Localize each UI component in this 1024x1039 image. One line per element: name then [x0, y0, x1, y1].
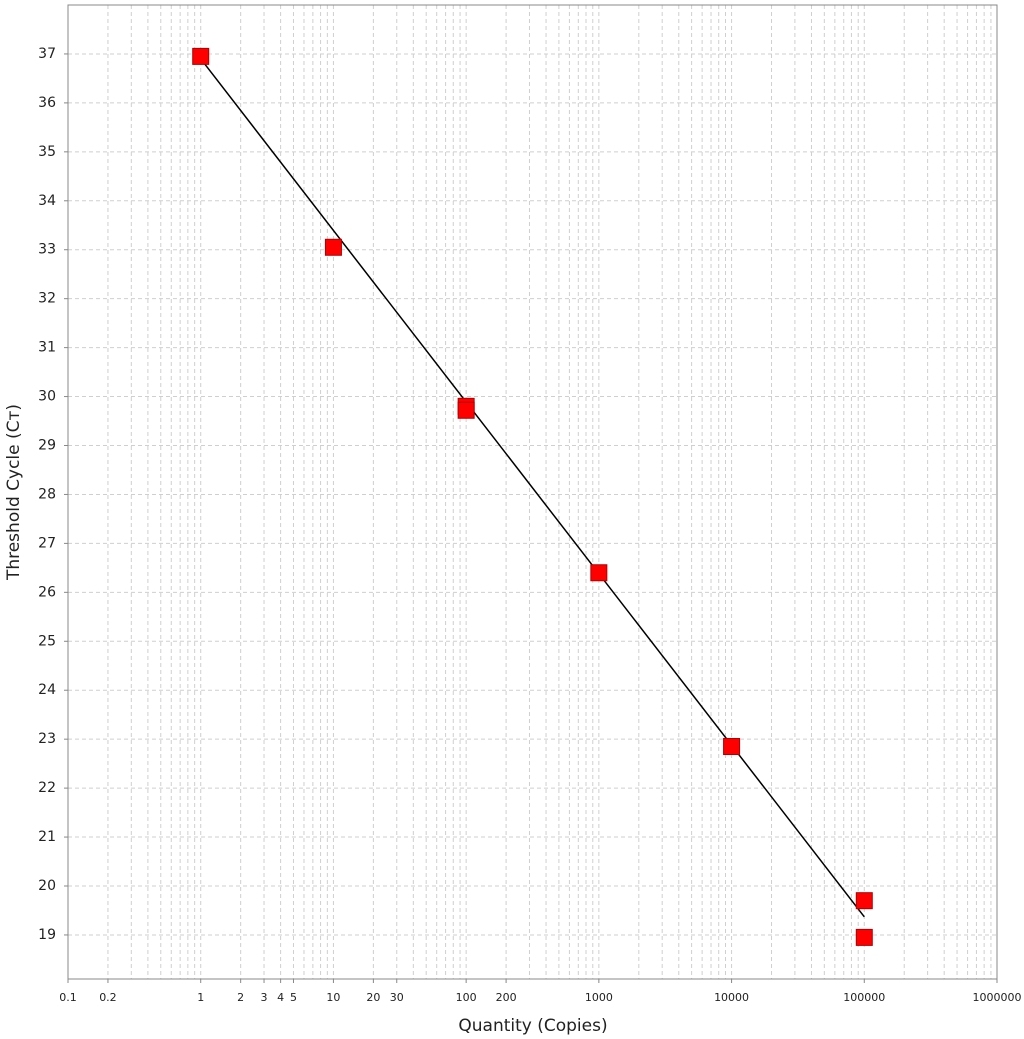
- x-tick-label: 0.1: [59, 991, 77, 1004]
- y-tick-label: 36: [38, 95, 56, 111]
- x-axis-label: Quantity (Copies): [458, 1016, 607, 1036]
- x-tick-label: 3: [261, 991, 268, 1004]
- y-tick-label: 24: [38, 682, 56, 698]
- x-tick-label: 100000: [843, 991, 885, 1004]
- y-tick-label: 30: [38, 389, 56, 405]
- x-tick-label: 10: [326, 991, 340, 1004]
- y-tick-label: 20: [38, 878, 56, 894]
- y-tick-label: 28: [38, 486, 56, 502]
- data-point: [457, 401, 475, 419]
- y-axis-label: Threshold Cycle (Cᴛ): [4, 404, 24, 581]
- x-tick-label: 200: [496, 991, 517, 1004]
- data-point: [855, 928, 873, 946]
- data-point: [324, 238, 342, 256]
- y-tick-label: 31: [38, 340, 56, 356]
- y-tick-label: 34: [38, 193, 56, 209]
- y-tick-label: 21: [38, 829, 56, 845]
- y-tick-label: 29: [38, 438, 56, 454]
- y-tick-label: 23: [38, 731, 56, 747]
- x-tick-label: 10000: [714, 991, 749, 1004]
- data-point: [192, 47, 210, 65]
- y-tick-label: 35: [38, 144, 56, 160]
- y-tick-label: 37: [38, 46, 56, 62]
- data-point: [855, 892, 873, 910]
- y-tick-label: 25: [38, 633, 56, 649]
- y-tick-label: 19: [38, 927, 56, 943]
- y-tick-label: 22: [38, 780, 56, 796]
- x-tick-label: 100: [456, 991, 477, 1004]
- x-tick-label: 2: [237, 991, 244, 1004]
- y-tick-label: 27: [38, 535, 56, 551]
- plot-frame: [67, 4, 998, 980]
- x-tick-label: 1000000: [973, 991, 1022, 1004]
- y-tick-label: 33: [38, 242, 56, 258]
- x-tick-label: 4: [277, 991, 284, 1004]
- x-tick-label: 0.2: [99, 991, 117, 1004]
- x-tick-label: 5: [290, 991, 297, 1004]
- x-tick-label: 1000: [585, 991, 613, 1004]
- data-point: [723, 738, 741, 756]
- data-point: [590, 564, 608, 582]
- x-tick-label: 30: [390, 991, 404, 1004]
- fit-line: [200, 58, 865, 918]
- x-tick-label: 1: [197, 991, 204, 1004]
- y-tick-label: 32: [38, 291, 56, 307]
- y-tick-label: 26: [38, 584, 56, 600]
- x-tick-label: 20: [366, 991, 380, 1004]
